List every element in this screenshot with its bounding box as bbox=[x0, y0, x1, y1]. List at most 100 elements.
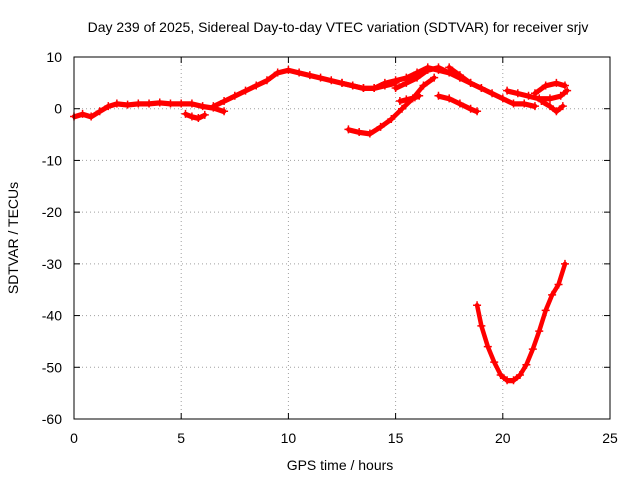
data-point bbox=[365, 129, 374, 138]
x-axis-label: GPS time / hours bbox=[287, 457, 394, 473]
data-point bbox=[78, 109, 87, 118]
data-point bbox=[477, 321, 486, 330]
data-point bbox=[496, 371, 505, 380]
data-point bbox=[376, 122, 385, 131]
data-point bbox=[522, 360, 531, 369]
x-tick-label: 15 bbox=[388, 430, 404, 446]
series-arc-6 bbox=[445, 63, 539, 111]
data-point bbox=[391, 76, 400, 85]
grid bbox=[74, 57, 610, 419]
data-point bbox=[488, 89, 497, 98]
data-point bbox=[445, 94, 454, 103]
data-point bbox=[552, 78, 561, 87]
y-tick-label: -10 bbox=[42, 152, 62, 168]
data-point bbox=[410, 93, 419, 102]
data-point bbox=[123, 100, 132, 109]
data-point bbox=[187, 99, 196, 108]
data-point bbox=[483, 342, 492, 351]
x-tick-label: 20 bbox=[495, 430, 511, 446]
data-point bbox=[295, 68, 304, 77]
series-arc-2 bbox=[181, 109, 209, 123]
data-point bbox=[402, 78, 411, 87]
data-point bbox=[252, 81, 261, 90]
data-point bbox=[477, 84, 486, 93]
series-line-shadow bbox=[534, 83, 566, 97]
y-axis-label: SDTVAR / TECUs bbox=[5, 182, 21, 294]
data-point bbox=[535, 327, 544, 336]
data-point bbox=[230, 91, 239, 100]
data-point bbox=[338, 78, 346, 87]
data-point bbox=[455, 99, 464, 108]
data-point bbox=[359, 84, 368, 93]
data-point bbox=[552, 107, 561, 116]
series-line bbox=[71, 100, 227, 119]
y-tick-label: -40 bbox=[42, 308, 62, 324]
data-point bbox=[541, 306, 550, 315]
data-point bbox=[355, 127, 364, 136]
data-point bbox=[415, 91, 424, 100]
y-tick-label: -60 bbox=[42, 411, 62, 427]
data-point bbox=[398, 104, 407, 113]
data-point bbox=[181, 109, 190, 118]
data-point bbox=[95, 107, 104, 116]
x-tick-label: 5 bbox=[177, 430, 185, 446]
data-point bbox=[87, 112, 96, 121]
series-arc-9 bbox=[434, 91, 482, 116]
data-point bbox=[370, 84, 379, 93]
series-arc-8 bbox=[395, 91, 424, 105]
series-line-shadow bbox=[341, 68, 461, 91]
y-tick-label: -30 bbox=[42, 256, 62, 272]
data-point bbox=[509, 99, 518, 108]
data-point bbox=[419, 81, 428, 90]
data-point bbox=[520, 99, 529, 108]
data-point bbox=[554, 280, 563, 289]
series-arc-12 bbox=[537, 96, 567, 116]
data-point bbox=[187, 112, 196, 121]
data-point bbox=[473, 107, 482, 116]
data-point bbox=[194, 114, 203, 123]
data-point bbox=[509, 376, 518, 385]
series-line-shadow bbox=[73, 103, 226, 120]
data-point bbox=[490, 358, 499, 367]
data-point bbox=[273, 68, 282, 77]
data-point bbox=[134, 99, 143, 108]
plot-frame bbox=[73, 56, 611, 420]
x-tick-label: 25 bbox=[602, 430, 618, 446]
data-point bbox=[423, 65, 432, 74]
data-point bbox=[327, 76, 336, 85]
series-line bbox=[397, 93, 422, 104]
data-point bbox=[541, 81, 550, 90]
data-point bbox=[220, 107, 229, 116]
data-point bbox=[524, 91, 533, 100]
y-tick-label: -50 bbox=[42, 359, 62, 375]
data-point bbox=[530, 89, 539, 98]
data-point bbox=[466, 78, 475, 87]
series-line bbox=[539, 98, 566, 114]
axis-ticks: 0 5 10 15 20 25 10 0 -10 -20 -30 -40 -50 -60 bbox=[42, 49, 618, 446]
data-point bbox=[380, 78, 389, 87]
data-point bbox=[455, 71, 464, 80]
data-point bbox=[528, 345, 537, 354]
chart-title: Day 239 of 2025, Sidereal Day-to-day VTE… bbox=[88, 19, 589, 35]
data-point bbox=[473, 301, 482, 310]
data-point bbox=[284, 65, 293, 74]
data-point bbox=[104, 102, 113, 111]
data-point bbox=[560, 81, 569, 90]
data-point bbox=[209, 102, 218, 111]
data-point bbox=[316, 73, 325, 82]
series-arc-13 bbox=[473, 259, 569, 385]
data-point bbox=[413, 73, 422, 82]
series-line-shadow bbox=[398, 96, 421, 104]
y-tick-label: 10 bbox=[46, 49, 62, 65]
data-point bbox=[166, 99, 175, 108]
data-point bbox=[513, 89, 522, 98]
data-point bbox=[503, 86, 512, 95]
series-arc-11 bbox=[530, 78, 569, 98]
data-point bbox=[563, 86, 572, 95]
data-point bbox=[498, 94, 507, 103]
data-point bbox=[387, 115, 396, 124]
data-point bbox=[434, 63, 443, 72]
data-point bbox=[155, 98, 164, 107]
y-tick-label: 0 bbox=[54, 101, 62, 117]
data-point bbox=[445, 63, 454, 72]
